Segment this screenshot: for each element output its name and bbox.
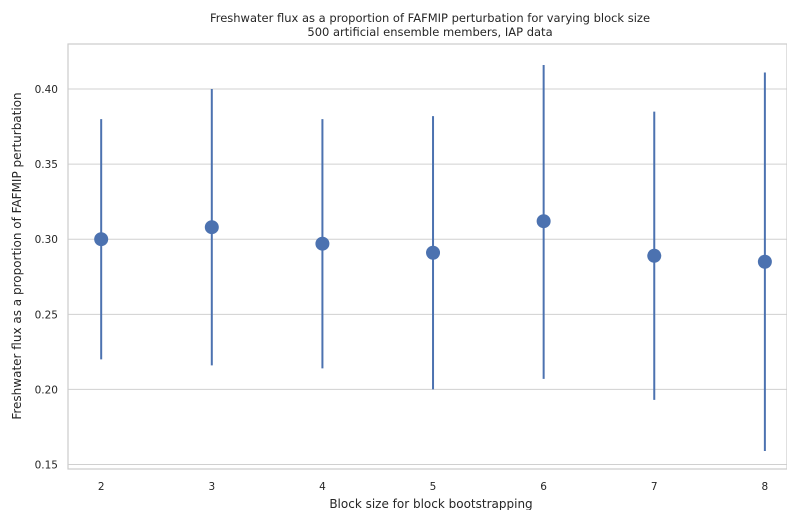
data-point (315, 236, 330, 251)
y-tick-labels: 0.15 0.20 0.25 0.30 0.35 0.40 (35, 84, 58, 471)
y-tick-label: 0.35 (35, 159, 58, 171)
x-tick-label: 8 (762, 481, 769, 493)
data-point (426, 245, 441, 260)
data-point (757, 254, 772, 269)
y-tick-label: 0.15 (35, 459, 58, 471)
plot-frame (67, 43, 787, 470)
data-point (647, 248, 662, 263)
y-tick-label: 0.30 (35, 234, 58, 246)
x-tick-label: 5 (430, 481, 437, 493)
x-tick-labels: 2 3 4 5 6 7 8 (98, 481, 768, 493)
data-point (204, 220, 219, 235)
x-tick-label: 3 (208, 481, 215, 493)
x-tick-label: 2 (98, 481, 105, 493)
y-tick-label: 0.40 (35, 84, 58, 96)
chart-subtitle: 500 artificial ensemble members, IAP dat… (307, 25, 552, 39)
data-point (94, 232, 109, 247)
data-points (94, 214, 772, 269)
chart-title: Freshwater flux as a proportion of FAFMI… (210, 11, 650, 25)
x-tick-label: 4 (319, 481, 326, 493)
y-tick-label: 0.25 (35, 309, 58, 321)
data-point (536, 214, 551, 229)
x-axis-label: Block size for block bootstrapping (329, 497, 532, 510)
x-tick-label: 7 (651, 481, 658, 493)
grid-lines (68, 88, 787, 465)
y-axis-label: Freshwater flux as a proportion of FAFMI… (10, 92, 24, 419)
y-tick-label: 0.20 (35, 384, 58, 396)
x-tick-label: 6 (540, 481, 547, 493)
